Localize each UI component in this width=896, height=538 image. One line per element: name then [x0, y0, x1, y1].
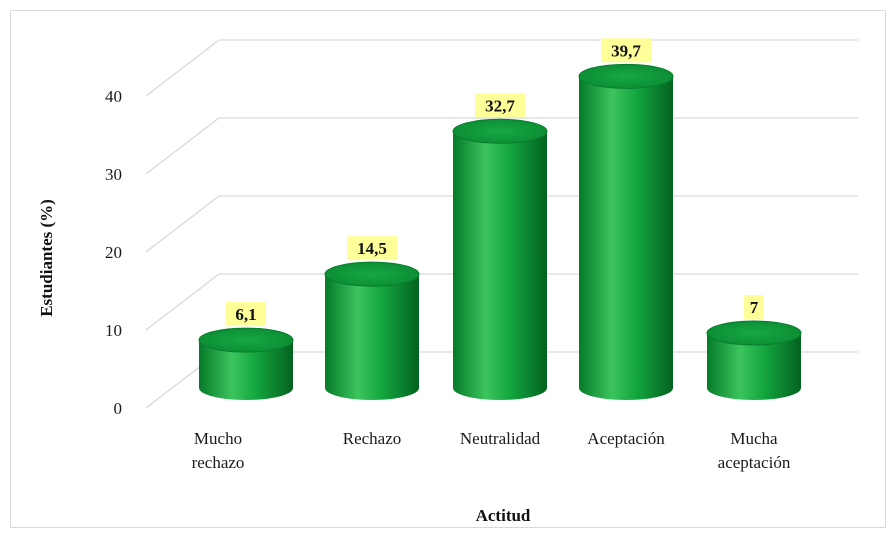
- y-tick-label: 10: [105, 321, 122, 340]
- category-label: aceptación: [718, 453, 791, 472]
- category-labels: Mucho rechazo Rechazo Neutralidad Aceptación…: [192, 429, 791, 472]
- x-axis-title: Actitud: [476, 506, 531, 525]
- data-label-text: 32,7: [485, 96, 515, 115]
- y-tick-label: 40: [105, 87, 122, 106]
- bar-body: [199, 340, 293, 400]
- y-tick-label: 0: [114, 399, 123, 418]
- data-label-text: 39,7: [611, 41, 641, 60]
- data-label: 32,7: [475, 93, 525, 118]
- category-label: Neutralidad: [460, 429, 541, 448]
- grid-diagonal: [145, 195, 220, 253]
- category-label: Rechazo: [343, 429, 402, 448]
- data-label-bg: [226, 302, 266, 327]
- bar-body: [453, 131, 547, 400]
- data-label-bg: [744, 295, 764, 320]
- data-label: 6,1: [226, 302, 266, 327]
- data-label-text: 14,5: [357, 239, 387, 258]
- grid-diagonal: [145, 273, 220, 331]
- data-label-text: 7: [750, 298, 759, 317]
- bar-top: [452, 118, 548, 144]
- bar-top: [578, 63, 674, 89]
- category-label: Mucha: [730, 429, 778, 448]
- data-label-bg: [475, 93, 525, 118]
- category-label: Mucho: [194, 429, 242, 448]
- bar-body: [579, 76, 673, 400]
- bar: [198, 327, 294, 400]
- bar-top: [324, 261, 420, 287]
- category-label: Aceptación: [587, 429, 665, 448]
- bar: [452, 118, 548, 400]
- bar-body: [707, 333, 801, 400]
- data-label: 7: [744, 295, 764, 320]
- y-axis: 0 10 20 30 40: [105, 87, 122, 418]
- bar-top: [198, 327, 294, 353]
- data-label-text: 6,1: [235, 305, 256, 324]
- data-labels: 6,1 14,5 32,7 39,7 7: [226, 38, 764, 327]
- data-label: 14,5: [347, 236, 397, 261]
- bars: [198, 63, 802, 400]
- bar: [324, 261, 420, 400]
- y-tick-label: 20: [105, 243, 122, 262]
- y-tick-label: 30: [105, 165, 122, 184]
- data-label-bg: [347, 236, 397, 261]
- category-label: rechazo: [192, 453, 245, 472]
- grid-diagonal: [145, 117, 220, 175]
- bar: [706, 320, 802, 400]
- data-label: 39,7: [601, 38, 651, 63]
- y-axis-title: Estudiantes (%): [37, 199, 56, 317]
- grid-diagonal: [145, 39, 220, 97]
- bar-top: [706, 320, 802, 346]
- chart-frame: [10, 10, 886, 528]
- bar: [578, 63, 674, 400]
- bar-body: [325, 274, 419, 400]
- data-label-bg: [601, 38, 651, 63]
